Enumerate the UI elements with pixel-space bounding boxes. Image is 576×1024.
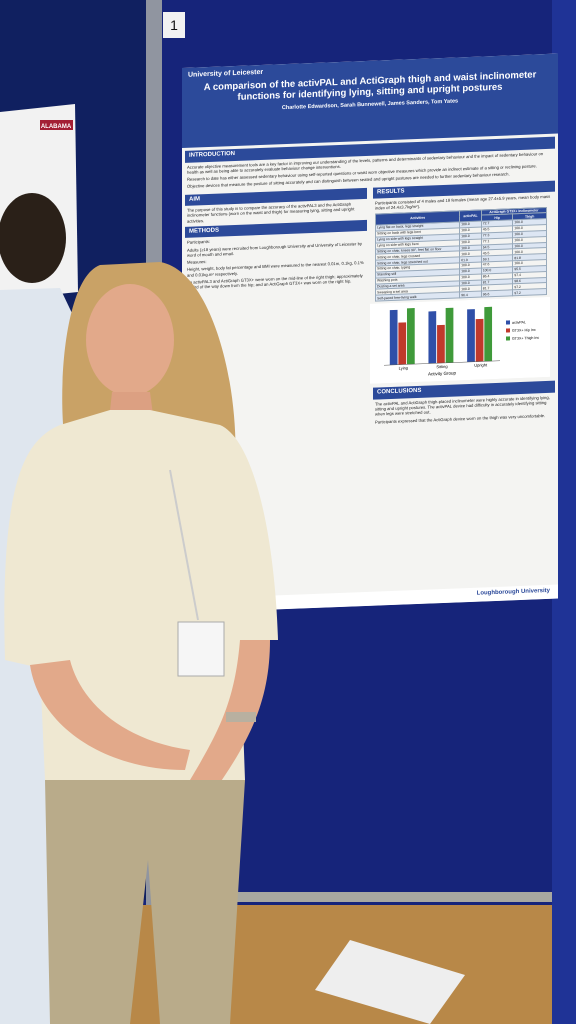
board-base [200,892,576,902]
number-card [163,12,185,38]
figure-category: Sitting [436,364,447,369]
legend-swatch [506,336,510,341]
side-banner-text: ALABAMA [41,124,72,130]
figure-bg [370,297,550,384]
figure-bar [428,311,437,364]
figure-x-label: Activity Group [428,371,456,377]
figure-category: Lying [399,365,408,370]
face [86,284,174,396]
figure-bar [475,319,484,362]
figure-axis [384,360,500,366]
badge [177,621,225,677]
poster: University of Leicester A comparison of … [182,53,558,613]
columns: AIM The purpose of this study is to comp… [182,177,558,434]
figure-bar [406,308,415,365]
arm-left [30,660,190,770]
legend-label: GT3X+ Thigh Inc [512,336,539,341]
floor-paper [315,940,465,1024]
figure-bar [389,309,398,366]
side-banner [40,120,73,130]
board-number: 1 [170,17,178,33]
figure-bar [398,322,407,365]
legend-swatch [506,328,510,333]
legend-swatch [506,320,510,325]
legend-label: activPAL [512,320,526,325]
man-head [0,193,66,283]
figure: Lying Sitting Upright Activity Group activPA… [370,297,550,384]
lanyard [169,469,199,621]
figure-bar [437,324,445,364]
figure-category: Upright [474,362,488,368]
right-column: RESULTS Participants consisted of 4 male… [370,177,558,427]
figure-bar [445,307,454,364]
figure-bar [484,306,493,362]
watch [226,712,256,722]
legend-label: GT3X+ Hip Inc [512,328,536,333]
trousers [45,780,245,1024]
figure-bar [467,309,475,363]
